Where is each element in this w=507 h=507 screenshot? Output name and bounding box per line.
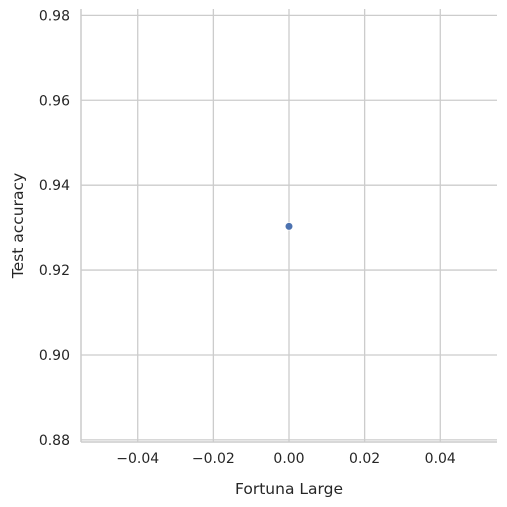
y-tick-label: 0.98 — [39, 8, 70, 24]
x-tick-label: −0.04 — [116, 451, 159, 467]
y-tick-label: 0.90 — [39, 348, 70, 364]
x-tick-label: 0.00 — [273, 451, 304, 467]
y-tick-label: 0.94 — [39, 178, 70, 194]
x-tick-labels: −0.04 −0.02 0.00 0.02 0.04 — [116, 451, 456, 467]
data-point — [284, 222, 294, 231]
y-axis-label: Test accuracy — [9, 173, 27, 279]
y-tick-label: 0.96 — [39, 93, 70, 109]
x-tick-label: 0.02 — [349, 451, 380, 467]
x-tick-label: 0.04 — [425, 451, 456, 467]
x-axis-label: Fortuna Large — [235, 480, 343, 498]
axes — [80, 9, 497, 443]
grid-lines — [81, 9, 497, 442]
data-points — [284, 222, 294, 231]
x-tick-label: −0.02 — [192, 451, 235, 467]
y-tick-labels: 0.88 0.90 0.92 0.94 0.96 0.98 — [39, 8, 70, 449]
y-tick-label: 0.88 — [39, 433, 70, 449]
y-tick-label: 0.92 — [39, 263, 70, 279]
